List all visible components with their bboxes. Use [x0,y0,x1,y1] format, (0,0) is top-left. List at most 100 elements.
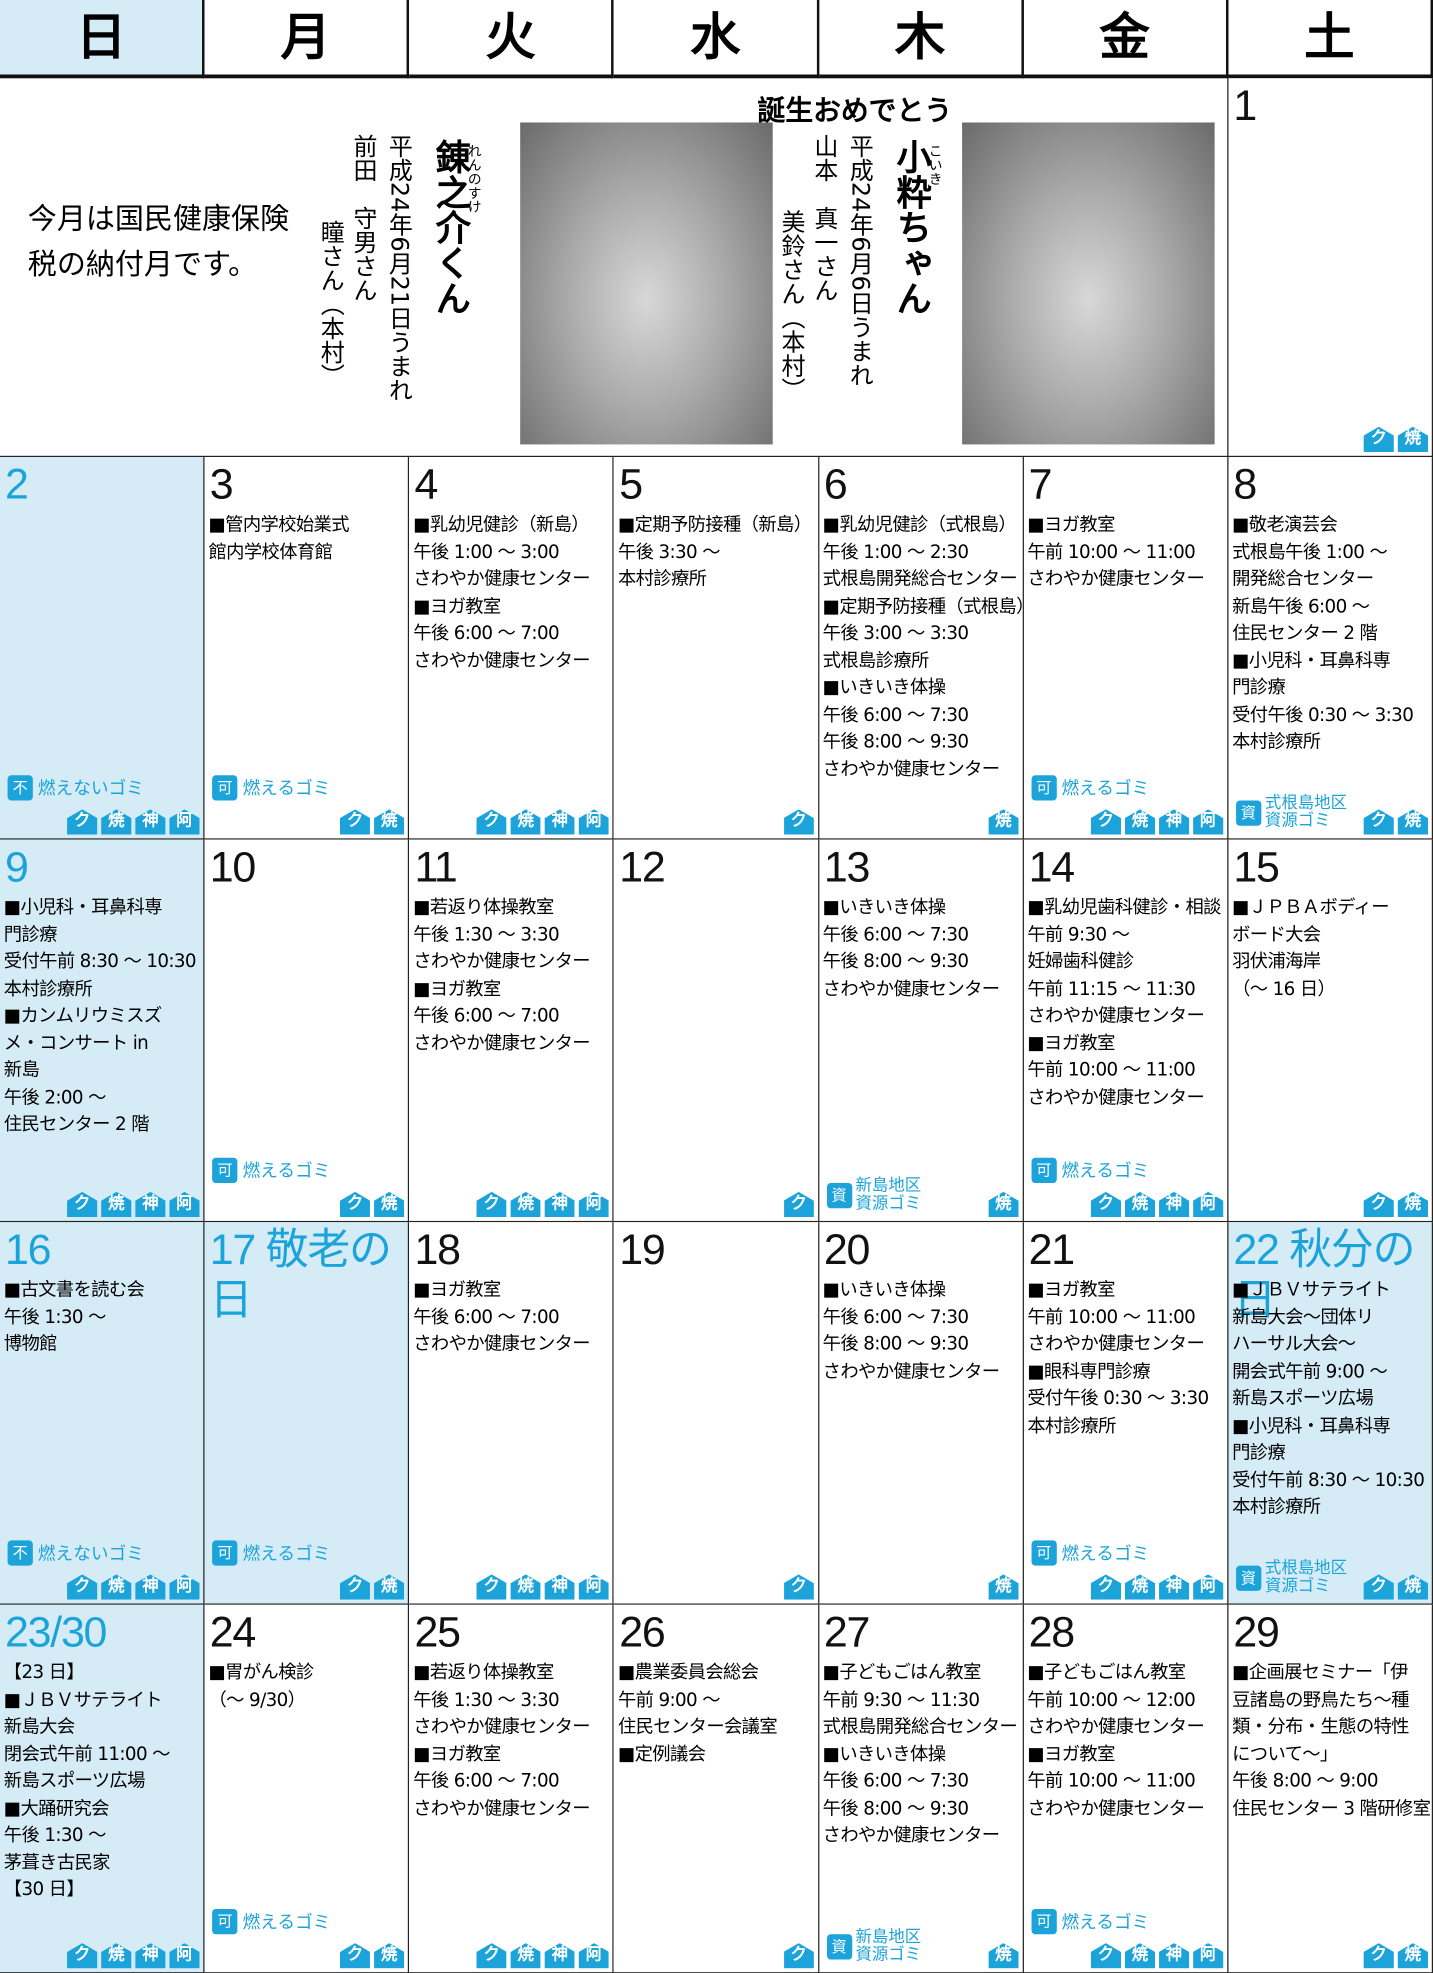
event-text: 式根島開発総合センター [822,569,1018,590]
weekday-header: 水 [614,0,819,79]
area-icon: ク [1363,1191,1394,1218]
resource-text: 式根島地区 資源ゴミ [1265,795,1347,830]
collection-icons: ク [783,1574,814,1600]
area-icon: 焼 [988,1191,1019,1218]
area-icon: 焼 [510,1574,541,1600]
event-text: 館内学校体育館 [208,542,333,563]
area-icon: 阿 [169,809,200,835]
event-text: ■若返り体操教室 [413,897,554,918]
area-icon: 焼 [1397,809,1428,835]
garbage-day: 可燃えるゴミ [1031,1909,1149,1935]
event-text: 門診療 [1232,678,1286,699]
resource-day: 資新島地区 資源ゴミ [826,1177,921,1213]
garbage-label: 燃えるゴミ [1061,1544,1150,1565]
event-text: ■ヨガ教室 [1027,1744,1115,1765]
day-number: 15 [1233,843,1279,892]
area-icon: ク [339,1574,371,1600]
collection-icons: ク焼神阿 [1090,1574,1224,1600]
area-icon: 焼 [1124,809,1156,835]
event-text: ■若返り体操教室 [413,1662,554,1684]
event-text: ■古文書を読む会 [3,1280,145,1301]
event-text: 午後 6:00 ～ 7:00 [413,1307,559,1328]
resource-label: 資源ゴミ [1264,1576,1331,1596]
resource-area: 式根島地区 [1264,1559,1348,1579]
collection-icons: ク焼 [1363,809,1428,835]
area-icon: 焼 [1397,1574,1428,1600]
event-text: 住民センター会議室 [617,1717,778,1738]
event-text: 午後 8:00 ～ 9:30 [822,1798,969,1819]
area-icon: 焼 [988,1943,1019,1969]
resource-icon: 資 [826,1183,852,1209]
name-ruby: れんのすけ [465,143,483,214]
event-text: 式根島午後 1:00 ～ [1232,542,1388,563]
area-icon: ク [1363,426,1394,453]
area-icon: ク [1090,1574,1121,1600]
day-cell: 24 ■胃がん検診 （～ 9/30） 可燃えるゴミク焼 [204,1604,410,1973]
garbage-label: 燃えないゴミ [37,779,144,800]
garbage-day: 可燃えるゴミ [212,1909,331,1935]
event-text: ■ヨガ教室 [1027,515,1115,536]
event-text: 午前 10:00 ～ 11:00 [1027,1307,1196,1328]
event-text: ■子どもごはん教室 [822,1662,982,1684]
event-text: 午後 1:00 ～ 2:30 [822,542,969,563]
event-text: 受付午前 8:30 ～ 10:30 [1232,1470,1425,1491]
area-icon: ク [476,1574,507,1600]
event-text: ■ヨガ教室 [413,596,501,617]
collection-icons: ク焼神阿 [476,1574,610,1600]
garbage-day: 不燃えないゴミ [7,775,144,801]
event-text: さわやか健康センター [413,1798,590,1819]
event-text: 新島大会 [3,1717,75,1738]
event-text: 午後 6:00 ～ 7:30 [822,1307,969,1328]
day-cell: 13 ■いきいき体操 午後 6:00 ～ 7:30 午後 8:00 ～ 9:30 さわや… [818,839,1024,1223]
day-number: 11 [414,843,457,892]
event-text: 午後 1:30 ～ 3:30 [413,924,559,946]
collection-icons: ク焼 [339,1943,405,1969]
event-text: 午前 9:30 ～ 11:30 [822,1689,980,1711]
weekday-header: 日 [0,0,205,79]
collection-icons: ク焼神阿 [1090,1191,1224,1218]
event-text: 式根島開発総合センター [822,1717,1018,1738]
day-cell: 17 敬老の日可燃えるゴミク焼 [204,1222,410,1605]
area-icon: 焼 [1397,1191,1428,1218]
collection-icons: ク焼神阿 [67,1943,200,1969]
event-text: 本村診療所 [3,979,93,1000]
garbage-icon: 可 [1031,1909,1057,1935]
baby-photo [520,122,773,445]
event-text: 午前 11:15 ～ 11:30 [1027,979,1196,1000]
event-text: さわやか健康センター [1027,1006,1205,1027]
event-text: 茅葺き古民家 [3,1852,111,1874]
garbage-icon: 可 [1031,1540,1057,1566]
area-icon: ク [1363,809,1394,835]
day-number: 17 敬老の日 [209,1225,392,1325]
resource-text: 式根島地区 資源ゴミ [1264,1559,1348,1596]
day-cell: 28 ■子どもごはん教室 午前 10:00 ～ 12:00 さわやか健康センター ■ヨガ… [1023,1604,1229,1973]
event-text: ■農業委員会総会 [617,1662,759,1684]
area-icon: 阿 [169,1943,200,1969]
area-icon: ク [339,809,371,835]
day-number: 24 [209,1608,256,1657]
event-text: （～ 16 日） [1232,979,1336,1000]
event-text: 新島 [3,1060,40,1081]
area-icon: 神 [544,1574,576,1600]
event-text: 新島スポーツ広場 [1232,1388,1374,1410]
event-text: 午前 9:00 ～ [617,1689,721,1711]
event-text: さわやか健康センター [413,1334,590,1355]
area-icon: 阿 [1192,1574,1224,1600]
event-text: について～」 [1232,1744,1338,1765]
collection-icons: ク [783,809,814,835]
day-number: 13 [823,843,870,892]
event-text: ■小児科・耳鼻科専 [1232,1416,1391,1437]
garbage-label: 燃えるゴミ [242,1912,331,1934]
event-text: ■子どもごはん教室 [1027,1662,1186,1684]
weekday-header: 火 [409,0,615,79]
parent-father: 山本 真一さん [810,133,839,302]
day-cell: 21 ■ヨガ教室 午前 10:00 ～ 11:00 さわやか健康センター ■眼科専門診療… [1023,1222,1229,1605]
area-icon: ク [476,809,507,835]
collection-icons: ク焼 [339,809,405,835]
area-icon: 焼 [1124,1191,1156,1218]
area-icon: ク [1363,1943,1394,1969]
resource-text: 新島地区 資源ゴミ [855,1177,921,1213]
event-text: 午後 1:00 ～ 3:00 [413,542,559,563]
day-number: 28 [1028,1608,1075,1657]
event-text: 午後 2:00 ～ [3,1087,107,1108]
